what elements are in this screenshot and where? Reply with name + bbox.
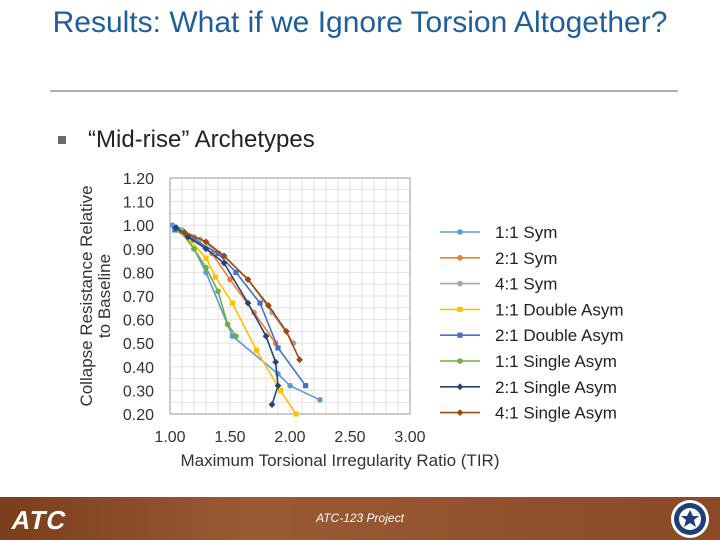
data-point — [457, 306, 463, 312]
data-point — [191, 246, 197, 252]
data-point — [456, 383, 464, 391]
legend-label: 2:1 Single Asym — [495, 378, 617, 397]
data-point — [287, 382, 293, 389]
series-group — [172, 224, 282, 408]
legend-label: 2:1 Sym — [495, 249, 557, 268]
legend-item: 1:1 Double Asym — [440, 300, 624, 319]
y-tick-label: 0.60 — [123, 313, 154, 330]
data-point — [457, 280, 463, 287]
data-point — [213, 274, 219, 280]
legend-label: 4:1 Sym — [495, 275, 557, 294]
data-point — [244, 276, 252, 283]
y-tick-label: 0.90 — [123, 242, 154, 259]
legend-item: 2:1 Double Asym — [440, 326, 624, 345]
data-point — [215, 250, 221, 257]
legend-label: 1:1 Single Asym — [495, 352, 617, 371]
y-tick-label: 1.20 — [123, 171, 154, 188]
data-point — [262, 332, 270, 340]
y-tick-label: 1.10 — [123, 195, 154, 212]
data-point — [203, 264, 209, 271]
chart-series — [169, 222, 323, 417]
data-point — [253, 347, 259, 353]
series-line — [175, 229, 297, 415]
series-group — [172, 227, 309, 389]
legend-item: 1:1 Sym — [440, 223, 557, 242]
data-point — [283, 328, 290, 335]
bullet-square-icon — [58, 136, 66, 144]
y-tick-label: 0.30 — [123, 383, 154, 400]
y-tick-label: 1.00 — [123, 218, 154, 235]
legend-label: 2:1 Double Asym — [495, 326, 624, 345]
y-tick-label: 0.20 — [123, 407, 154, 424]
data-point — [172, 224, 180, 231]
legend-item: 4:1 Single Asym — [440, 404, 617, 423]
data-point — [303, 383, 309, 389]
data-point — [457, 358, 463, 364]
line-chart: 1.20 1.10 1.00 0.90 0.80 0.70 0.60 0.50 0.40 0.30… — [77, 171, 624, 470]
data-point — [456, 409, 464, 416]
y-axis-label-line-1: Collapse Resistance Relative — [77, 185, 96, 406]
footer-project-label: ATC-123 Project — [316, 511, 404, 525]
legend-label: 1:1 Double Asym — [495, 300, 624, 319]
series-line — [178, 229, 237, 337]
y-tick-label: 0.80 — [123, 265, 154, 282]
data-point — [457, 254, 463, 261]
title-divider — [50, 90, 678, 92]
legend-item: 2:1 Sym — [440, 249, 557, 268]
data-point — [172, 227, 178, 233]
data-point — [202, 245, 210, 253]
data-point — [215, 288, 221, 295]
legend-item: 1:1 Single Asym — [440, 352, 617, 371]
series-group — [173, 227, 279, 347]
dhs-seal-icon — [671, 500, 709, 538]
chart-legend: 1:1 Sym 2:1 Sym 4:1 Sym 1:1 Double Asym 2:1 … — [440, 223, 624, 423]
legend-label: 1:1 Sym — [495, 223, 557, 242]
x-tick-label: 1.50 — [214, 429, 245, 446]
data-point — [296, 356, 303, 364]
data-point — [265, 302, 272, 309]
data-point — [203, 255, 209, 261]
legend-item: 2:1 Single Asym — [440, 378, 617, 397]
data-point — [275, 345, 281, 351]
x-tick-label: 3.00 — [394, 429, 425, 446]
data-point — [181, 228, 188, 236]
data-point — [244, 299, 252, 307]
data-point — [293, 411, 299, 417]
data-point — [233, 269, 239, 275]
footer-bar — [0, 497, 720, 540]
chart-grid — [169, 177, 411, 415]
data-point — [277, 387, 283, 393]
series-line — [175, 226, 279, 405]
bullet-text: “Mid-rise” Archetypes — [88, 126, 315, 153]
slide-title: Results: What if we Ignore Torsion Altog… — [52, 6, 668, 39]
data-point — [227, 276, 233, 283]
data-point — [220, 259, 228, 267]
x-tick-label: 2.00 — [274, 429, 305, 446]
legend-label: 4:1 Single Asym — [495, 404, 617, 423]
data-point — [274, 382, 282, 390]
x-tick-label: 2.50 — [334, 429, 365, 446]
data-point — [233, 333, 239, 339]
legend-item: 4:1 Sym — [440, 275, 557, 294]
data-point — [220, 252, 228, 260]
data-point — [268, 401, 276, 408]
y-axis-label-line-2: to Baseline — [95, 254, 114, 338]
x-axis-label: Maximum Torsional Irregularity Ratio (TI… — [181, 451, 500, 470]
data-point — [272, 358, 279, 366]
data-point — [191, 236, 197, 242]
data-point — [317, 397, 323, 403]
plot-area — [169, 177, 411, 415]
data-point — [229, 300, 235, 306]
chart-ticks: 1.20 1.10 1.00 0.90 0.80 0.70 0.60 0.50 0.40 0.30… — [123, 171, 426, 446]
data-point — [224, 321, 231, 328]
data-point — [457, 229, 463, 235]
data-point — [457, 332, 463, 338]
y-tick-label: 0.40 — [123, 360, 154, 377]
series-group — [181, 228, 303, 364]
x-tick-label: 1.00 — [154, 429, 185, 446]
data-point — [202, 238, 210, 246]
y-tick-label: 0.50 — [123, 336, 154, 353]
data-point — [257, 300, 263, 306]
y-tick-label: 0.70 — [123, 289, 154, 306]
